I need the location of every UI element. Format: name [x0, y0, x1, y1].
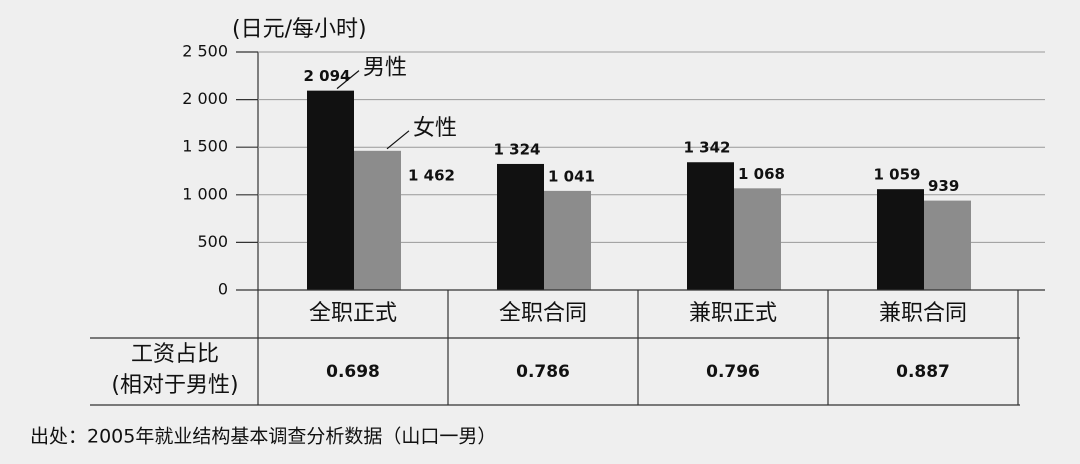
value-label: 1 324: [494, 140, 541, 158]
bar: [544, 190, 591, 290]
bar: [734, 188, 781, 290]
x-tick-label: 兼职正式: [689, 301, 777, 326]
legend-leader: [386, 130, 410, 150]
value-label: 1 059: [874, 166, 921, 184]
table-cell: 0.796: [706, 362, 760, 382]
bar: [687, 162, 734, 290]
bar: [924, 200, 971, 290]
value-label: 1 068: [738, 165, 785, 183]
bar: [497, 163, 544, 290]
legend-label: 男性: [363, 56, 407, 81]
legend-leader: [336, 70, 360, 90]
y-tick-label: 1 000: [182, 184, 228, 203]
source: 出处：2005年就业结构基本调查分析数据（山口一男）: [30, 426, 496, 448]
value-label: 1 342: [684, 139, 731, 157]
y-tick-label: 2 000: [182, 89, 228, 108]
value-label: 2 094: [304, 67, 351, 85]
y-tick-label: 2 500: [182, 42, 228, 61]
y-tick-label: 1 500: [182, 137, 228, 156]
y-tick-label: 0: [218, 280, 228, 299]
x-tick-label: 兼职合同: [879, 301, 967, 326]
bar: [877, 189, 924, 290]
legend-label: 女性: [413, 116, 457, 141]
y-axis-label: (日元/每小时): [232, 17, 367, 42]
table-row-label: 工资占比: [131, 342, 219, 367]
value-label: 1 041: [548, 167, 595, 185]
bar: [354, 150, 401, 290]
table-row-label: (相对于男性): [111, 373, 238, 398]
value-label: 1 462: [408, 166, 455, 184]
table-cell: 0.786: [516, 362, 570, 382]
bar: [307, 90, 354, 290]
y-tick-label: 500: [197, 232, 228, 251]
table-cell: 0.887: [896, 362, 950, 382]
x-tick-label: 全职正式: [309, 301, 397, 326]
x-tick-label: 全职合同: [499, 301, 587, 326]
table-cell: 0.698: [326, 362, 380, 382]
value-label: 939: [928, 177, 959, 195]
